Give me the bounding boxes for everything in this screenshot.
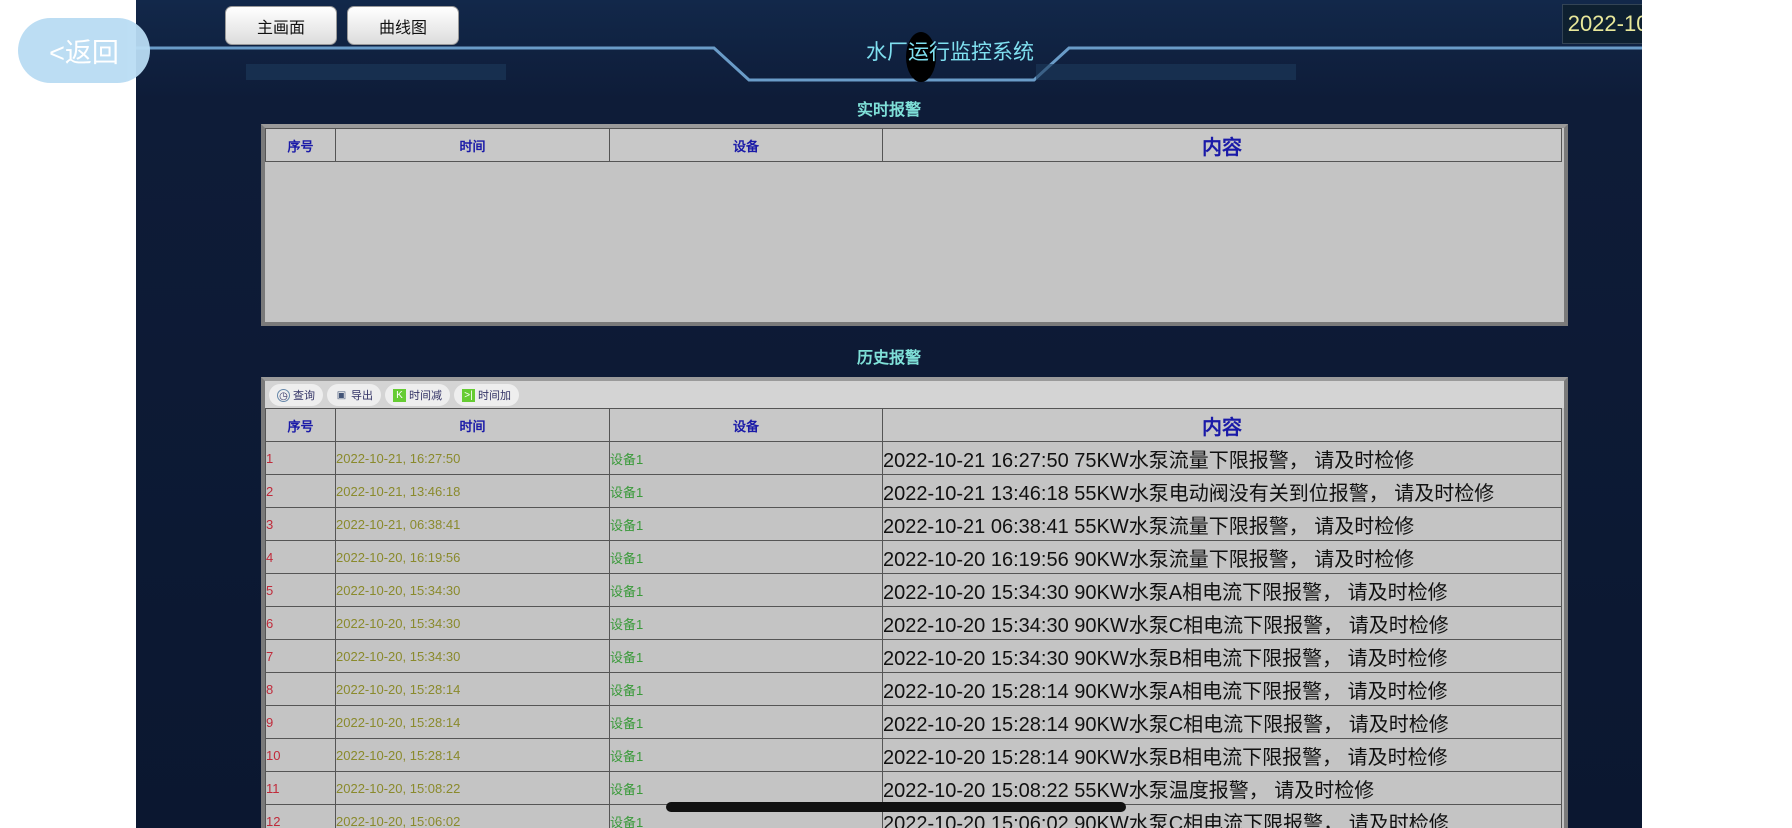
cell-time: 2022-10-21, 16:27:50 xyxy=(335,441,610,475)
table-row[interactable]: 1 2022-10-21, 16:27:50 设备1 2022-10-21 16:27… xyxy=(265,441,1562,475)
cell-device: 设备1 xyxy=(609,771,883,805)
table-row[interactable]: 3 2022-10-21, 06:38:41 设备1 2022-10-21 06:38… xyxy=(265,507,1562,541)
cell-content: 2022-10-21 16:27:50 75KW水泵流量下限报警， 请及时检修 xyxy=(882,441,1562,475)
cell-content: 2022-10-20 15:28:14 90KW水泵A相电流下限报警， 请及时检… xyxy=(882,672,1562,706)
cell-content: 2022-10-20 16:19:56 90KW水泵流量下限报警， 请及时检修 xyxy=(882,540,1562,574)
cell-time: 2022-10-20, 15:08:22 xyxy=(335,771,610,805)
cell-content: 2022-10-20 15:34:30 90KW水泵C相电流下限报警， 请及时检… xyxy=(882,606,1562,640)
cell-device: 设备1 xyxy=(609,639,883,673)
cell-index: 5 xyxy=(265,573,336,607)
cell-device: 设备1 xyxy=(609,441,883,475)
table-row[interactable]: 4 2022-10-20, 16:19:56 设备1 2022-10-20 16:19… xyxy=(265,540,1562,574)
cell-device: 设备1 xyxy=(609,705,883,739)
header-device: 设备 xyxy=(609,408,883,442)
realtime-alarm-title: 实时报警 xyxy=(856,102,921,119)
time-increase-label: 时间加 xyxy=(478,390,511,402)
cell-index: 12 xyxy=(265,804,336,828)
export-button[interactable]: ▣ 导出 xyxy=(327,384,381,406)
table-row[interactable]: 6 2022-10-20, 15:34:30 设备1 2022-10-20 15:34… xyxy=(265,606,1562,640)
cell-time: 2022-10-20, 15:34:30 xyxy=(335,606,610,640)
cell-time: 2022-10-20, 15:28:14 xyxy=(335,738,610,772)
header-time: 时间 xyxy=(335,408,610,442)
header-index: 序号 xyxy=(265,128,336,162)
clock-icon: ◷ xyxy=(277,388,290,402)
table-row[interactable]: 9 2022-10-20, 15:28:14 设备1 2022-10-20 15:28… xyxy=(265,705,1562,739)
cell-index: 6 xyxy=(265,606,336,640)
table-row[interactable]: 5 2022-10-20, 15:34:30 设备1 2022-10-20 15:34… xyxy=(265,573,1562,607)
cell-content: 2022-10-21 13:46:18 55KW水泵电动阀没有关到位报警， 请及… xyxy=(882,474,1562,508)
page-title: 水厂运行监控系统 xyxy=(866,41,1034,64)
cell-time: 2022-10-20, 15:34:30 xyxy=(335,639,610,673)
cell-time: 2022-10-20, 15:28:14 xyxy=(335,705,610,739)
cell-content: 2022-10-20 15:28:14 90KW水泵C相电流下限报警， 请及时检… xyxy=(882,705,1562,739)
cell-time: 2022-10-20, 15:28:14 xyxy=(335,672,610,706)
history-toolbar: ◷ 查询 ▣ 导出 K 时间减 >| 时间加 xyxy=(265,381,1564,408)
table-row[interactable]: 7 2022-10-20, 15:34:30 设备1 2022-10-20 15:34… xyxy=(265,639,1562,673)
query-button[interactable]: ◷ 查询 xyxy=(269,384,323,406)
save-icon: ▣ xyxy=(336,389,347,401)
header-content: 内容 xyxy=(882,408,1562,442)
cell-time: 2022-10-20, 15:34:30 xyxy=(335,573,610,607)
cell-device: 设备1 xyxy=(609,507,883,541)
cell-device: 设备1 xyxy=(609,606,883,640)
time-decrease-label: 时间减 xyxy=(409,390,442,402)
cell-content: 2022-10-20 15:34:30 90KW水泵B相电流下限报警， 请及时检… xyxy=(882,639,1562,673)
cell-content: 2022-10-20 15:08:22 55KW水泵温度报警， 请及时检修 xyxy=(882,771,1562,805)
skip-forward-icon: >| xyxy=(462,388,475,402)
table-row[interactable]: 2 2022-10-21, 13:46:18 设备1 2022-10-21 13:46… xyxy=(265,474,1562,508)
cell-index: 8 xyxy=(265,672,336,706)
cell-content: 2022-10-20 15:34:30 90KW水泵A相电流下限报警， 请及时检… xyxy=(882,573,1562,607)
cell-device: 设备1 xyxy=(609,738,883,772)
header-device: 设备 xyxy=(609,128,883,162)
home-indicator[interactable] xyxy=(666,802,1126,812)
table-row[interactable]: 10 2022-10-20, 15:28:14 设备1 2022-10-20 15:2… xyxy=(265,738,1562,772)
table-header: 序号 时间 设备 内容 xyxy=(265,408,1562,442)
cell-device: 设备1 xyxy=(609,573,883,607)
cell-content: 2022-10-21 06:38:41 55KW水泵流量下限报警， 请及时检修 xyxy=(882,507,1562,541)
cell-index: 9 xyxy=(265,705,336,739)
cell-index: 11 xyxy=(265,771,336,805)
header-frame xyxy=(136,46,1642,82)
query-label: 查询 xyxy=(293,390,315,402)
cell-index: 4 xyxy=(265,540,336,574)
table-row[interactable]: 11 2022-10-20, 15:08:22 设备1 2022-10-20 15:0… xyxy=(265,771,1562,805)
cell-device: 设备1 xyxy=(609,672,883,706)
monitor-screen: 主画面 曲线图 2022-10-21 18:32:17 水厂运行监控系统 实时报… xyxy=(136,0,1642,828)
clock: 2022-10-21 18:32:17 xyxy=(1562,4,1642,44)
skip-back-icon: K xyxy=(393,388,406,402)
history-alarm-table: ◷ 查询 ▣ 导出 K 时间减 >| 时间加 序号 时间 设备 内容 1 2022-10-… xyxy=(261,377,1568,828)
cell-time: 2022-10-21, 13:46:18 xyxy=(335,474,610,508)
back-button[interactable]: <返回 xyxy=(18,18,150,83)
cell-time: 2022-10-20, 16:19:56 xyxy=(335,540,610,574)
cell-device: 设备1 xyxy=(609,474,883,508)
time-decrease-button[interactable]: K 时间减 xyxy=(385,384,450,406)
export-label: 导出 xyxy=(351,390,373,402)
cell-index: 1 xyxy=(265,441,336,475)
time-increase-button[interactable]: >| 时间加 xyxy=(454,384,519,406)
table-row[interactable]: 8 2022-10-20, 15:28:14 设备1 2022-10-20 15:28… xyxy=(265,672,1562,706)
cell-index: 10 xyxy=(265,738,336,772)
header-time: 时间 xyxy=(335,128,610,162)
redaction-mark xyxy=(906,32,936,82)
history-alarm-title: 历史报警 xyxy=(856,350,921,367)
header-index: 序号 xyxy=(265,408,336,442)
cell-index: 3 xyxy=(265,507,336,541)
main-screen-button[interactable]: 主画面 xyxy=(225,6,337,45)
realtime-alarm-table: 序号 时间 设备 内容 xyxy=(261,124,1568,326)
curve-chart-button[interactable]: 曲线图 xyxy=(347,6,459,45)
cell-device: 设备1 xyxy=(609,540,883,574)
table-header: 序号 时间 设备 内容 xyxy=(265,128,1562,162)
cell-index: 7 xyxy=(265,639,336,673)
cell-time: 2022-10-20, 15:06:02 xyxy=(335,804,610,828)
cell-content: 2022-10-20 15:28:14 90KW水泵B相电流下限报警， 请及时检… xyxy=(882,738,1562,772)
cell-time: 2022-10-21, 06:38:41 xyxy=(335,507,610,541)
cell-content: 2022-10-20 15:06:02 90KW水泵C相电流下限报警， 请及时检… xyxy=(882,804,1562,828)
header-content: 内容 xyxy=(882,128,1562,162)
cell-index: 2 xyxy=(265,474,336,508)
